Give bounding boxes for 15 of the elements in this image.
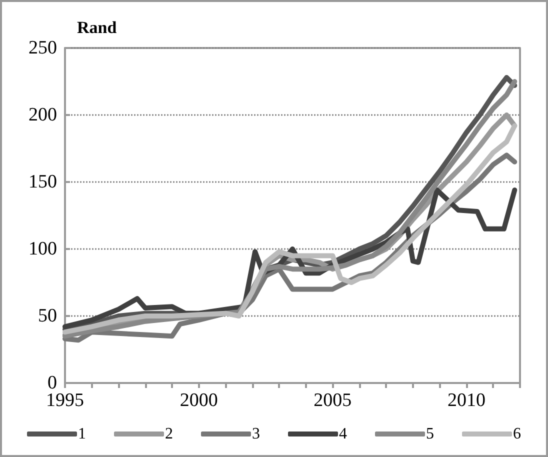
legend-label: 6 [513, 426, 521, 442]
y-tick-label: 250 [28, 38, 57, 58]
y-tick-label: 50 [38, 306, 57, 326]
legend-label: 3 [252, 426, 260, 442]
legend-label: 5 [426, 426, 434, 442]
y-axis-title: Rand [77, 18, 118, 37]
y-tick-label: 200 [28, 104, 57, 126]
legend-label: 4 [339, 426, 347, 442]
x-tick-label: 2000 [180, 390, 218, 411]
x-tick-label: 2010 [447, 390, 486, 411]
y-tick-label: 100 [28, 238, 57, 260]
y-tick-label: 150 [28, 172, 57, 192]
x-tick-label: 2005 [314, 390, 352, 411]
legend-label: 2 [165, 426, 173, 442]
legend-label: 1 [78, 426, 86, 442]
